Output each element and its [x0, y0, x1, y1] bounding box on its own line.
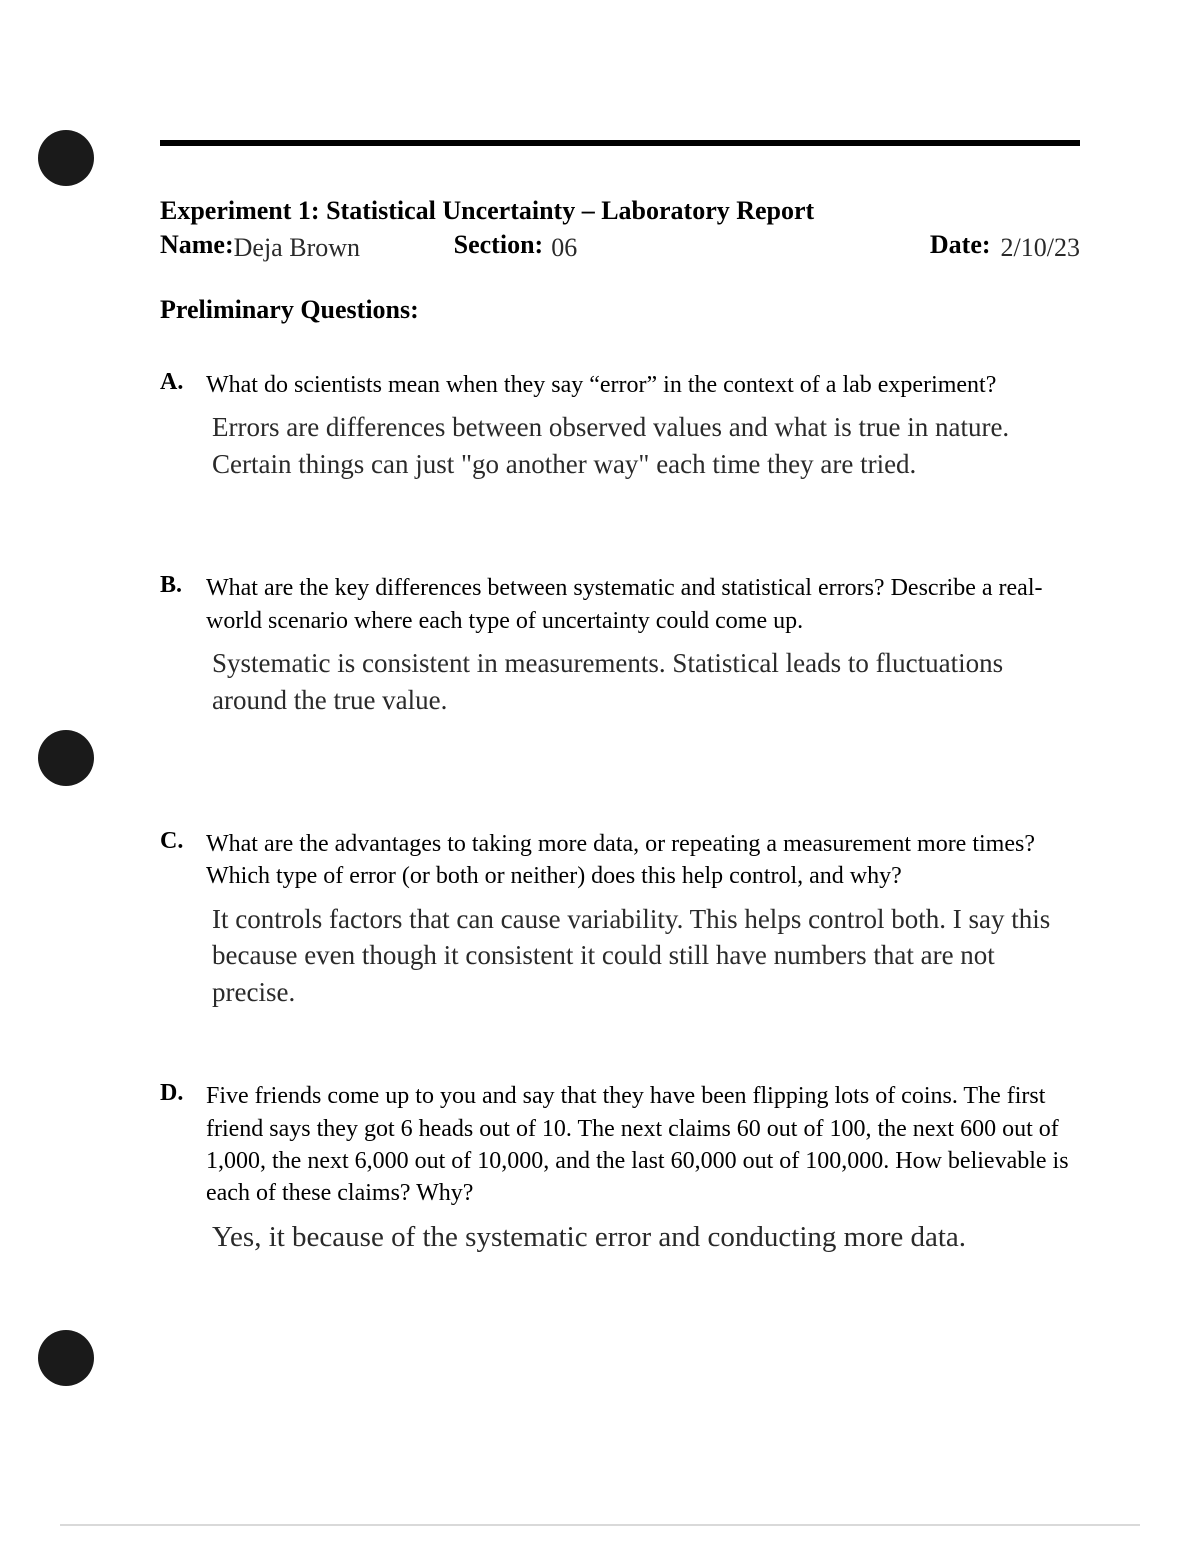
- question-b: B. What are the key differences between …: [160, 572, 1080, 718]
- question-text: What do scientists mean when they say “e…: [206, 369, 1080, 401]
- question-letter: A.: [160, 369, 183, 396]
- section-heading: Preliminary Questions:: [160, 295, 1080, 325]
- question-text: Five friends come up to you and say that…: [206, 1080, 1080, 1210]
- report-title: Experiment 1: Statistical Uncertainty – …: [160, 196, 1080, 226]
- handwritten-answer: Errors are differences between observed …: [206, 409, 1080, 482]
- date-label: Date:: [930, 230, 991, 265]
- scan-edge: [60, 1524, 1140, 1526]
- hole-punch-icon: [38, 130, 94, 186]
- name-label: Name:: [160, 230, 234, 265]
- handwritten-answer: Yes, it because of the systematic error …: [206, 1218, 1080, 1257]
- question-c: C. What are the advantages to taking mor…: [160, 828, 1080, 1010]
- horizontal-rule: [160, 140, 1080, 146]
- section-value: 06: [543, 230, 653, 265]
- question-letter: C.: [160, 828, 183, 855]
- question-letter: B.: [160, 572, 182, 599]
- date-value: 2/10/23: [991, 230, 1080, 265]
- handwritten-answer: Systematic is consistent in measurements…: [206, 645, 1080, 718]
- question-letter: D.: [160, 1080, 183, 1107]
- hole-punch-icon: [38, 730, 94, 786]
- hole-punch-icon: [38, 1330, 94, 1386]
- header-meta-row: Name: Deja Brown Section: 06 Date: 2/10/…: [160, 230, 1080, 265]
- name-value: Deja Brown: [234, 230, 454, 265]
- question-d: D. Five friends come up to you and say t…: [160, 1080, 1080, 1257]
- scanned-page: Experiment 1: Statistical Uncertainty – …: [0, 0, 1200, 1556]
- section-label: Section:: [454, 230, 544, 265]
- question-text: What are the key differences between sys…: [206, 572, 1080, 637]
- question-text: What are the advantages to taking more d…: [206, 828, 1080, 893]
- handwritten-answer: It controls factors that can cause varia…: [206, 901, 1080, 1010]
- question-a: A. What do scientists mean when they say…: [160, 369, 1080, 482]
